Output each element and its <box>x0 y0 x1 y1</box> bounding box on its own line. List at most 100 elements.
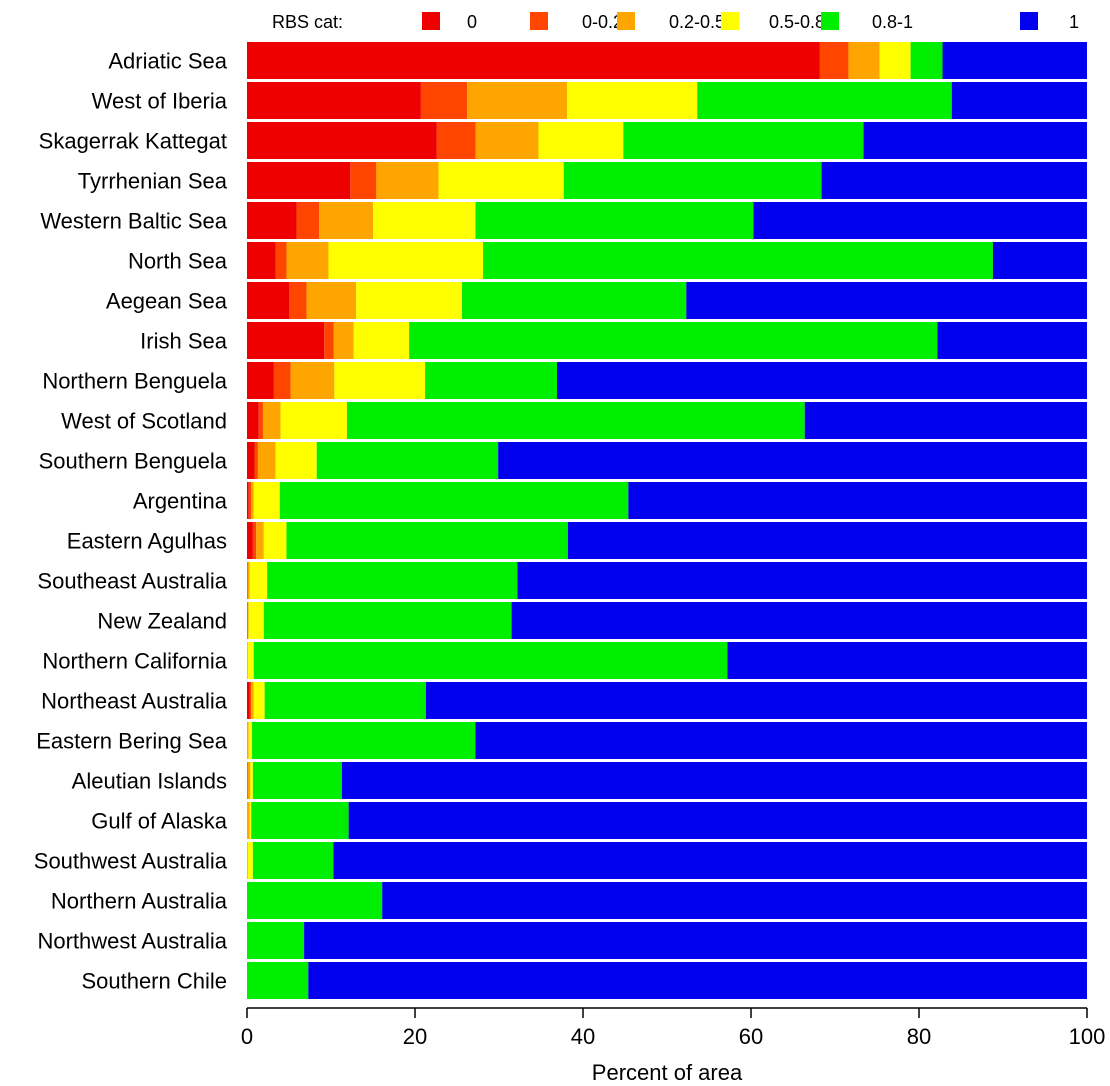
bar-northern-california-1 <box>727 642 1087 679</box>
bar-west-of-iberia-0-8-1 <box>697 82 952 119</box>
bar-west-of-scotland-0-5-0-8 <box>280 402 347 439</box>
bar-aegean-sea-0 <box>247 282 289 319</box>
bar-irish-sea-1 <box>937 322 1087 359</box>
bar-aleutian-islands-0-2-0-5 <box>247 762 251 799</box>
bar-north-sea-0-8-1 <box>483 242 993 279</box>
x-tick-label-100: 100 <box>1069 1024 1106 1049</box>
bar-southern-chile-1 <box>308 962 1087 999</box>
bar-north-sea-0-0-2 <box>275 242 287 279</box>
category-label-northern-benguela: Northern Benguela <box>42 369 227 394</box>
bar-west-of-iberia-1 <box>951 82 1087 119</box>
category-label-western-baltic-sea: Western Baltic Sea <box>40 209 227 234</box>
category-label-skagerrak-kattegat: Skagerrak Kattegat <box>39 129 227 154</box>
category-label-north-sea: North Sea <box>128 249 228 274</box>
category-label-gulf-of-alaska: Gulf of Alaska <box>91 809 228 834</box>
bar-aegean-sea-0-8-1 <box>462 282 687 319</box>
bar-new-zealand-1 <box>511 602 1088 639</box>
category-label-argentina: Argentina <box>133 489 228 514</box>
y-axis-labels: Adriatic Sea West of Iberia Skagerrak Katt… <box>34 49 228 994</box>
bar-western-baltic-sea-0 <box>247 202 297 239</box>
bar-eastern-agulhas-1 <box>567 522 1087 559</box>
bar-west-of-iberia-0-2-0-5 <box>467 82 568 119</box>
bar-eastern-agulhas-0-2-0-5 <box>256 522 264 559</box>
bar-northeast-australia-0-2-0-5 <box>251 682 254 719</box>
bar-eastern-agulhas-0-0-2 <box>252 522 257 559</box>
legend-label-0-8-1: 0.8-1 <box>872 12 913 32</box>
legend-title: RBS cat: <box>272 12 343 32</box>
x-axis: 0 20 40 60 80 100 <box>241 1007 1106 1049</box>
x-tick-label-20: 20 <box>403 1024 427 1049</box>
bar-aegean-sea-0-0-2 <box>289 282 307 319</box>
category-label-southwest-australia: Southwest Australia <box>34 849 228 874</box>
x-tick-label-60: 60 <box>739 1024 763 1049</box>
bar-west-of-scotland-1 <box>804 402 1087 439</box>
bar-northern-benguela-0 <box>247 362 274 399</box>
bar-northern-california-0-2-0-5 <box>247 642 248 679</box>
bar-southern-benguela-0-5-0-8 <box>275 442 317 479</box>
bar-north-sea-0-2-0-5 <box>286 242 329 279</box>
bar-aegean-sea-0-5-0-8 <box>356 282 463 319</box>
bar-northern-benguela-0-5-0-8 <box>334 362 426 399</box>
bar-irish-sea-0-0-2 <box>324 322 334 359</box>
bar-eastern-bering-sea-1 <box>475 722 1088 759</box>
bar-tyrrhenian-sea-0-2-0-5 <box>376 162 439 199</box>
legend-label-0: 0 <box>467 12 477 32</box>
bar-adriatic-sea-0-2-0-5 <box>848 42 880 79</box>
bar-southeast-australia-0-8-1 <box>267 562 518 599</box>
bar-southwest-australia-0-2-0-5 <box>247 842 248 879</box>
category-label-west-of-scotland: West of Scotland <box>61 409 227 434</box>
bar-adriatic-sea-0-0-2 <box>819 42 849 79</box>
bar-skagerrak-kattegat-0 <box>247 122 437 159</box>
bar-west-of-scotland-0-2-0-5 <box>262 402 281 439</box>
bar-west-of-iberia-0-5-0-8 <box>567 82 698 119</box>
bar-southern-benguela-0 <box>247 442 255 479</box>
category-label-adriatic-sea: Adriatic Sea <box>108 49 227 74</box>
bar-western-baltic-sea-0-8-1 <box>475 202 754 239</box>
bar-new-zealand-0-2-0-5 <box>247 602 249 639</box>
bar-northeast-australia-0-5-0-8 <box>253 682 265 719</box>
bars <box>247 42 1088 999</box>
bar-skagerrak-kattegat-0-8-1 <box>623 122 864 159</box>
bar-adriatic-sea-1 <box>942 42 1087 79</box>
legend-label-0-2-0-5: 0.2-0.5 <box>669 12 725 32</box>
bar-gulf-of-alaska-0-8-1 <box>251 802 349 839</box>
x-tick-label-0: 0 <box>241 1024 253 1049</box>
bar-argentina-0-5-0-8 <box>253 482 280 519</box>
bar-northern-benguela-0-2-0-5 <box>290 362 335 399</box>
bar-gulf-of-alaska-0-5-0-8 <box>249 802 252 839</box>
bar-aleutian-islands-0-5-0-8 <box>250 762 253 799</box>
bar-northern-california-0-8-1 <box>253 642 728 679</box>
bar-gulf-of-alaska-1 <box>348 802 1087 839</box>
bar-northwest-australia-0-8-1 <box>247 922 305 959</box>
category-label-eastern-agulhas: Eastern Agulhas <box>67 529 227 554</box>
bar-adriatic-sea-0-8-1 <box>910 42 943 79</box>
bar-aleutian-islands-1 <box>341 762 1087 799</box>
bar-north-sea-0 <box>247 242 276 279</box>
bar-western-baltic-sea-0-0-2 <box>296 202 320 239</box>
bar-northeast-australia-1 <box>425 682 1087 719</box>
category-label-aleutian-islands: Aleutian Islands <box>72 769 227 794</box>
bar-irish-sea-0-5-0-8 <box>353 322 410 359</box>
category-label-aegean-sea: Aegean Sea <box>106 289 228 314</box>
bar-northern-benguela-1 <box>556 362 1087 399</box>
category-label-northern-australia: Northern Australia <box>51 889 228 914</box>
bar-western-baltic-sea-1 <box>753 202 1087 239</box>
bar-southeast-australia-0-0-2 <box>247 562 248 599</box>
bar-southeast-australia-1 <box>517 562 1087 599</box>
bar-aegean-sea-0-2-0-5 <box>306 282 357 319</box>
bar-southeast-australia-0-5-0-8 <box>249 562 268 599</box>
bar-western-baltic-sea-0-5-0-8 <box>373 202 476 239</box>
legend-swatch-0-5-0-8 <box>721 12 739 30</box>
bar-eastern-agulhas-0-5-0-8 <box>263 522 287 559</box>
bar-eastern-bering-sea-0-5-0-8 <box>248 722 253 759</box>
bar-skagerrak-kattegat-1 <box>863 122 1087 159</box>
bar-skagerrak-kattegat-0-2-0-5 <box>475 122 539 159</box>
bar-irish-sea-0-2-0-5 <box>333 322 354 359</box>
bar-skagerrak-kattegat-0-0-2 <box>436 122 476 159</box>
bar-southwest-australia-0-5-0-8 <box>247 842 253 879</box>
bar-northeast-australia-0 <box>247 682 250 719</box>
bar-argentina-0-8-1 <box>279 482 629 519</box>
bar-argentina-1 <box>628 482 1087 519</box>
category-label-new-zealand: New Zealand <box>97 609 227 634</box>
